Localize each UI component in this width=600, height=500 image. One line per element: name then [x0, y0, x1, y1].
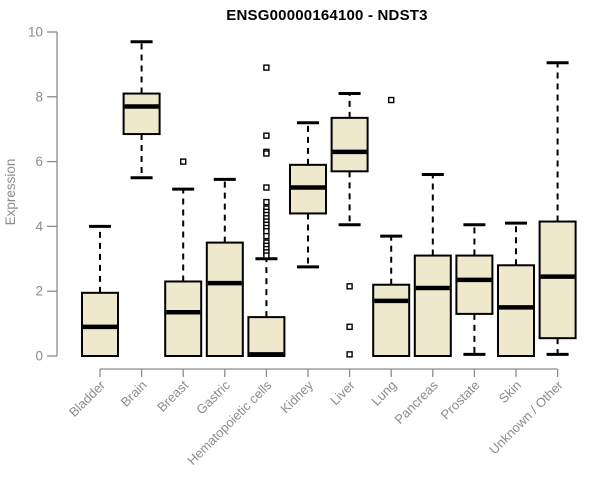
- outlier-point: [263, 64, 270, 71]
- x-tick-label: Kidney: [277, 377, 316, 416]
- box-rect: [372, 283, 411, 357]
- box-rect: [413, 254, 452, 357]
- box-group-brain: [122, 40, 161, 180]
- box-group-unknown-other: [538, 61, 577, 356]
- box-rect: [205, 241, 244, 358]
- y-tick-label: 8: [35, 89, 43, 104]
- y-tick-label: 6: [35, 154, 43, 169]
- x-tick-label: Lung: [368, 378, 399, 409]
- x-tick-label: Pancreas: [391, 377, 441, 427]
- outlier-point: [263, 184, 270, 191]
- box-rect: [330, 116, 369, 173]
- box-group-prostate: [455, 223, 494, 356]
- outlier-point: [346, 351, 353, 358]
- outlier-point: [388, 96, 395, 104]
- y-tick-label: 2: [35, 284, 43, 299]
- box-group-lung: [372, 96, 411, 357]
- box-rect: [81, 291, 119, 358]
- box-group-gastric: [205, 177, 244, 358]
- box-rect: [538, 220, 577, 340]
- outlier-point: [346, 323, 353, 331]
- box-group-bladder: [81, 224, 119, 358]
- box-group-pancreas: [413, 173, 452, 357]
- y-tick-label: 4: [35, 219, 43, 234]
- box-rect: [164, 280, 203, 358]
- box-group-liver: [330, 92, 369, 358]
- x-tick-label: Bladder: [66, 377, 109, 420]
- box-group-breast: [164, 158, 203, 358]
- box-group-hematopoietic-cells: [247, 64, 286, 357]
- outlier-point: [179, 158, 187, 165]
- x-tick-label: Gastric: [193, 377, 233, 417]
- outlier-point: [263, 232, 270, 240]
- y-tick-label: 10: [28, 25, 43, 40]
- x-tick-label: Brain: [118, 378, 150, 410]
- x-tick-label: Liver: [327, 377, 358, 408]
- box-group-kidney: [289, 121, 327, 269]
- x-tick-label: Skin: [496, 378, 524, 406]
- box-rect: [122, 92, 161, 136]
- outlier-point: [263, 132, 270, 139]
- box-rect: [455, 254, 494, 315]
- box-rect: [497, 264, 535, 357]
- outlier-point: [346, 283, 353, 290]
- outlier-point: [263, 198, 270, 206]
- outlier-point: [263, 252, 270, 259]
- outlier-point: [263, 150, 270, 157]
- box-group-skin: [497, 221, 535, 357]
- x-tick-label: Prostate: [438, 378, 483, 423]
- y-tick-label: 0: [35, 349, 43, 364]
- chart-title: ENSG00000164100 - NDST3: [226, 7, 428, 24]
- x-tick-label: Unknown / Other: [486, 377, 566, 457]
- x-tick-label: Breast: [154, 377, 191, 414]
- box-rect: [247, 316, 286, 357]
